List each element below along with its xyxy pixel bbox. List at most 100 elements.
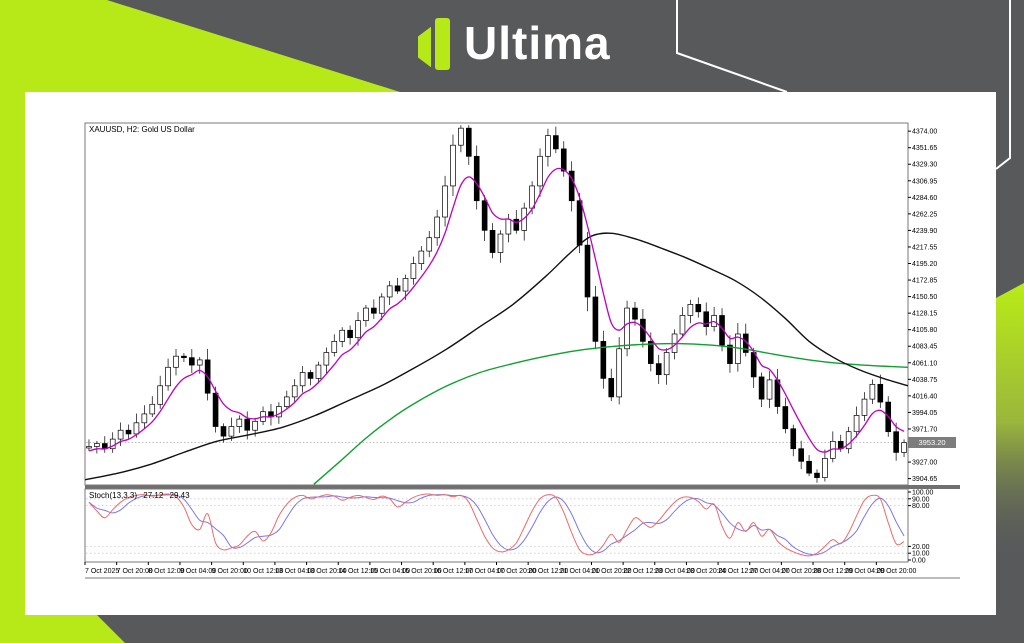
- ultima-logo-icon: [418, 18, 452, 72]
- candle: [758, 376, 765, 400]
- candle: [861, 398, 868, 416]
- outline-accent-top-center: [676, 0, 788, 93]
- candle: [790, 428, 797, 450]
- candle: [545, 135, 551, 157]
- chart-canvas[interactable]: 4374.00 4351.65 4329.30 4306.95 4284.60 4262.…: [25, 92, 996, 615]
- candle: [687, 304, 694, 316]
- candle: [560, 148, 567, 172]
- corner-accent-top-left: [0, 0, 400, 643]
- price-axis-label: 4306.95: [912, 178, 937, 185]
- candle: [125, 429, 132, 435]
- logo-bar-left: [418, 26, 431, 68]
- candle: [418, 250, 425, 265]
- candle: [505, 218, 512, 235]
- candle: [798, 448, 804, 462]
- candle: [394, 285, 401, 292]
- candle: [434, 216, 440, 239]
- candle: [513, 218, 520, 231]
- time-axis-label: 21 Oct 20:00: [591, 568, 631, 575]
- candle: [576, 200, 583, 246]
- candle: [489, 229, 496, 253]
- time-axis-label: 22 Oct 12:00: [623, 568, 663, 575]
- candle: [220, 426, 227, 437]
- price-axis-label: 4329.30: [912, 162, 937, 169]
- candle: [822, 457, 828, 478]
- stoch-axis-label: 80.00: [912, 503, 930, 510]
- candle: [766, 379, 773, 400]
- main-pane[interactable]: [84, 122, 909, 486]
- time-axis-label: 17 Oct 04:00: [465, 568, 505, 575]
- candle: [521, 207, 528, 231]
- candle: [141, 413, 148, 424]
- time-axis-label: 21 Oct 04:00: [560, 568, 600, 575]
- candle: [632, 307, 638, 320]
- time-axis-label: 23 Oct 20:00: [686, 568, 726, 575]
- candle: [893, 431, 899, 453]
- candle: [845, 431, 852, 450]
- candle: [236, 418, 243, 427]
- candle: [655, 363, 662, 376]
- candle: [806, 460, 812, 474]
- stoch-axis-label: 10.00: [912, 551, 930, 558]
- stoch-axis-label: 100.00: [912, 490, 934, 497]
- candle: [568, 170, 575, 202]
- time-axis-label: 13 Oct 20:00: [307, 568, 347, 575]
- candle: [189, 357, 195, 366]
- candle: [663, 352, 670, 376]
- current-price-box: 3953.20: [908, 437, 956, 448]
- candle: [553, 135, 559, 150]
- candle: [165, 366, 171, 387]
- time-axis-label: 29 Oct 20:00: [876, 568, 916, 575]
- candle: [276, 406, 282, 418]
- ma-fast-line: [88, 167, 905, 453]
- time-axis-label: 7 Oct 20:00: [117, 568, 153, 575]
- price-axis-label: 3994.05: [912, 410, 937, 417]
- candle: [814, 472, 820, 478]
- price-axis-label: 4284.60: [912, 195, 937, 202]
- candle: [252, 420, 258, 431]
- time-axis-label: 15 Oct 04:00: [370, 568, 410, 575]
- candle: [624, 307, 630, 350]
- candle: [117, 429, 124, 440]
- stochastic-label: Stoch(13,3,3) 27.12 29.43: [89, 491, 194, 500]
- candle: [426, 237, 433, 252]
- stoch-main-line: [88, 493, 905, 557]
- symbol-title: XAUUSD, H2: Gold US Dollar: [89, 125, 195, 134]
- candle: [782, 406, 789, 430]
- candle: [537, 155, 543, 187]
- candle: [347, 329, 353, 339]
- candle: [616, 348, 622, 398]
- price-axis-label: 4351.65: [912, 145, 937, 152]
- candle: [402, 278, 409, 292]
- candle: [473, 155, 480, 202]
- edge-accent-right: [996, 283, 1024, 562]
- candle: [149, 403, 156, 415]
- price-axis-label: 4105.80: [912, 327, 937, 334]
- candle: [877, 383, 884, 403]
- time-axis-label: 8 Oct 12:00: [148, 568, 184, 575]
- time-axis-label: 16 Oct 12:00: [433, 568, 473, 575]
- logo-bar-right: [435, 18, 450, 70]
- candle: [331, 341, 338, 353]
- pane-separator[interactable]: [85, 485, 960, 489]
- stoch-axis-label: 20.00: [912, 544, 930, 551]
- time-axis-label: 17 Oct 20:00: [497, 568, 537, 575]
- candle: [299, 372, 306, 387]
- candle: [458, 127, 464, 146]
- candle: [869, 383, 876, 400]
- ma-mid-line: [84, 232, 909, 481]
- candle: [173, 355, 179, 368]
- price-axis-label: 4061.10: [912, 360, 937, 367]
- candle: [355, 320, 361, 339]
- candle: [442, 185, 448, 218]
- candle: [592, 296, 599, 342]
- candle: [584, 244, 591, 298]
- candle: [679, 315, 686, 335]
- candle: [853, 415, 860, 433]
- time-axis-label: 29 Oct 04:00: [845, 568, 885, 575]
- candle: [901, 442, 907, 453]
- time-axis-label: 27 Oct 20:00: [781, 568, 821, 575]
- price-axis-label: 4128.15: [912, 311, 937, 318]
- stoch-axis-label: 90.00: [912, 496, 930, 503]
- time-axis-label: 7 Oct 2025: [85, 568, 119, 575]
